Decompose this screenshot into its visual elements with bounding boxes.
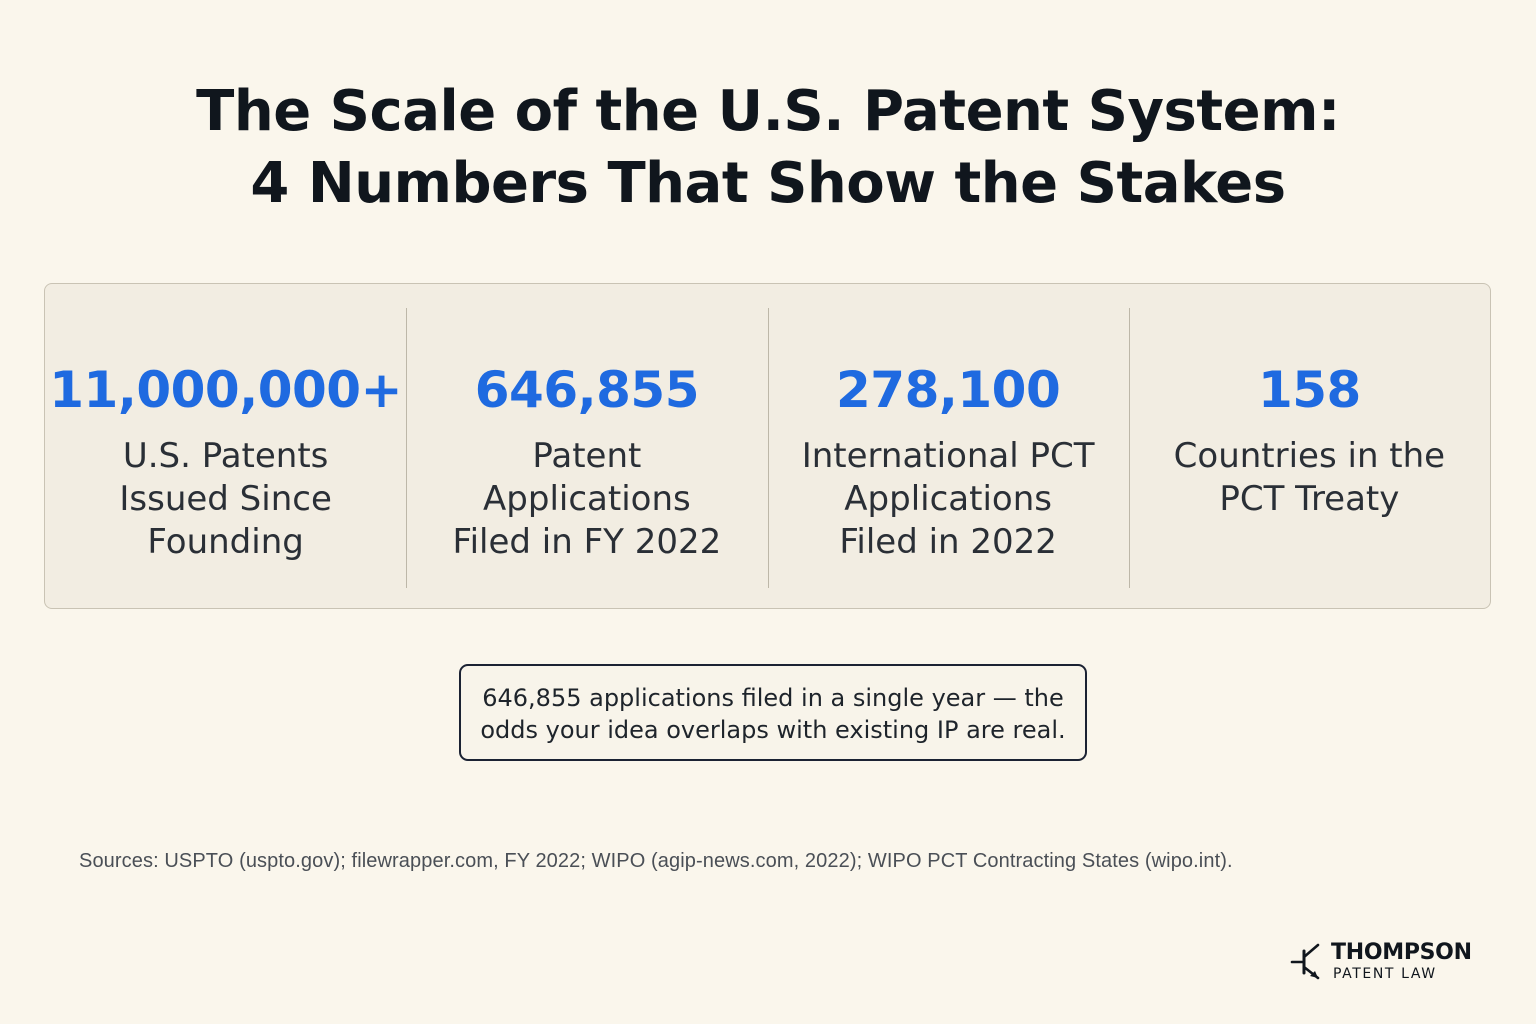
logo-name: THOMPSON — [1331, 940, 1472, 965]
title-line-1: The Scale of the U.S. Patent System: — [196, 79, 1340, 144]
logo-subtitle: PATENT LAW — [1333, 966, 1437, 982]
stat-patents-issued: 11,000,000+ U.S. Patents Issued Since Fo… — [45, 284, 406, 608]
stat-applications-fy2022: 646,855 Patent Applications Filed in FY … — [406, 284, 767, 608]
callout-line-1: 646,855 applications filed in a single y… — [482, 684, 1064, 712]
stat-value: 278,100 — [836, 361, 1061, 419]
title-line-2: 4 Numbers That Show the Stakes — [250, 151, 1286, 216]
stats-panel: 11,000,000+ U.S. Patents Issued Since Fo… — [44, 283, 1491, 609]
callout-box: 646,855 applications filed in a single y… — [459, 664, 1087, 761]
stat-label: Patent Applications Filed in FY 2022 — [452, 436, 722, 562]
stat-pct-applications: 278,100 International PCT Applications F… — [767, 284, 1129, 608]
stat-value: 158 — [1257, 361, 1361, 419]
transistor-symbol-icon — [1290, 943, 1320, 980]
stat-label: International PCT Applications Filed in … — [801, 436, 1095, 562]
sources-footnote: Sources: USPTO (uspto.gov); filewrapper.… — [79, 850, 1233, 872]
logo: THOMPSON PATENT LAW — [1290, 936, 1490, 986]
stat-label: U.S. Patents Issued Since Founding — [119, 436, 332, 562]
stat-value: 11,000,000+ — [49, 361, 402, 419]
callout-line-2: odds your idea overlaps with existing IP… — [480, 716, 1066, 744]
page-title: The Scale of the U.S. Patent System: 4 N… — [0, 76, 1536, 220]
stat-label: Countries in the PCT Treaty — [1173, 436, 1446, 519]
stat-value: 646,855 — [474, 361, 700, 419]
stat-pct-countries: 158 Countries in the PCT Treaty — [1128, 284, 1490, 608]
